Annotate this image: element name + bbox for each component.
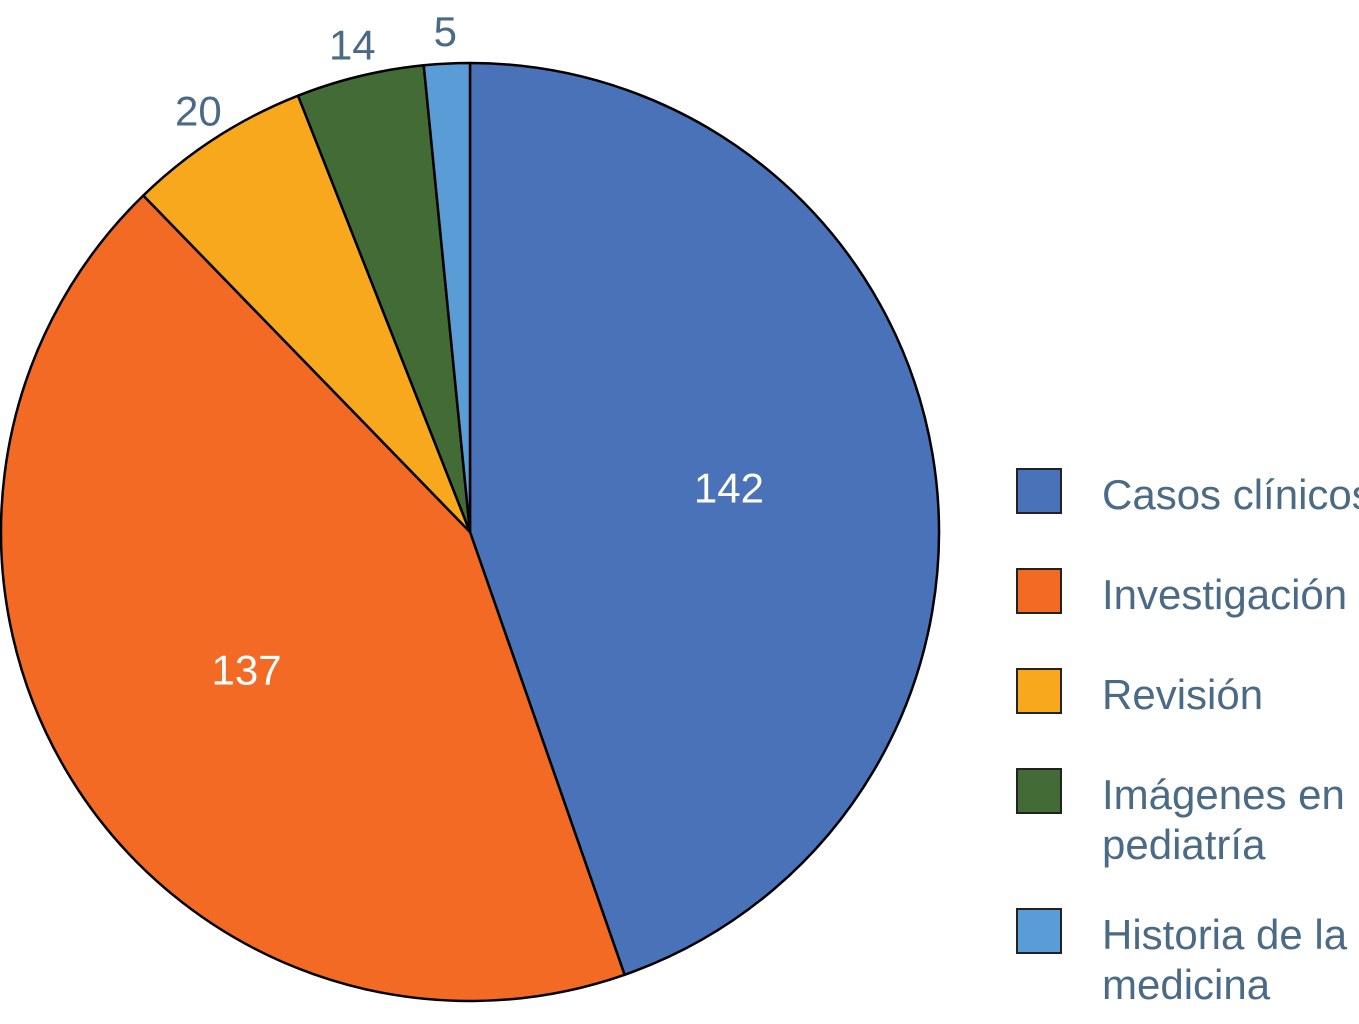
data-label-casos-clinicos: 142 xyxy=(694,465,764,512)
legend-label-imagenes-en-pediatria: Imágenes en pediatría xyxy=(1102,771,1345,868)
pie-slice-revision xyxy=(142,94,472,534)
legend-swatch-investigacion xyxy=(1016,568,1062,614)
legend-item-imagenes-en-pediatria: Imágenes en pediatría xyxy=(1016,768,1359,908)
legend-item-investigacion: Investigación xyxy=(1016,568,1359,668)
legend-swatch-imagenes-en-pediatria xyxy=(1016,768,1062,814)
pie-data-labels: 142 137 20 14 5 xyxy=(175,8,764,693)
pie-slice-historia-de-la-medicina xyxy=(422,61,472,534)
legend-swatch-revision xyxy=(1016,668,1062,714)
legend-label-casos-clinicos: Casos clínicos xyxy=(1102,471,1359,518)
legend-label-investigacion: Investigación xyxy=(1102,571,1348,618)
data-label-imagenes-en-pediatria: 14 xyxy=(329,22,376,69)
legend-item-casos-clinicos: Casos clínicos xyxy=(1016,468,1359,568)
legend: Casos clínicos Investigación Revisión Im… xyxy=(1016,468,1359,1008)
legend-swatch-casos-clinicos xyxy=(1016,468,1062,514)
legend-item-revision: Revisión xyxy=(1016,668,1359,768)
pie-slice-investigacion xyxy=(0,194,626,1003)
legend-swatch-historia-de-la-medicina xyxy=(1016,908,1062,954)
data-label-revision: 20 xyxy=(175,88,222,135)
legend-label-historia-de-la-medicina: Historia de la medicina xyxy=(1102,911,1348,1008)
pie-slices xyxy=(0,61,941,1003)
pie-slice-casos-clinicos xyxy=(468,61,941,977)
legend-item-historia-de-la-medicina: Historia de la medicina xyxy=(1016,908,1359,1008)
legend-label-revision: Revisión xyxy=(1102,671,1264,718)
data-label-investigacion: 137 xyxy=(211,647,281,694)
data-label-historia-de-la-medicina: 5 xyxy=(434,8,457,55)
